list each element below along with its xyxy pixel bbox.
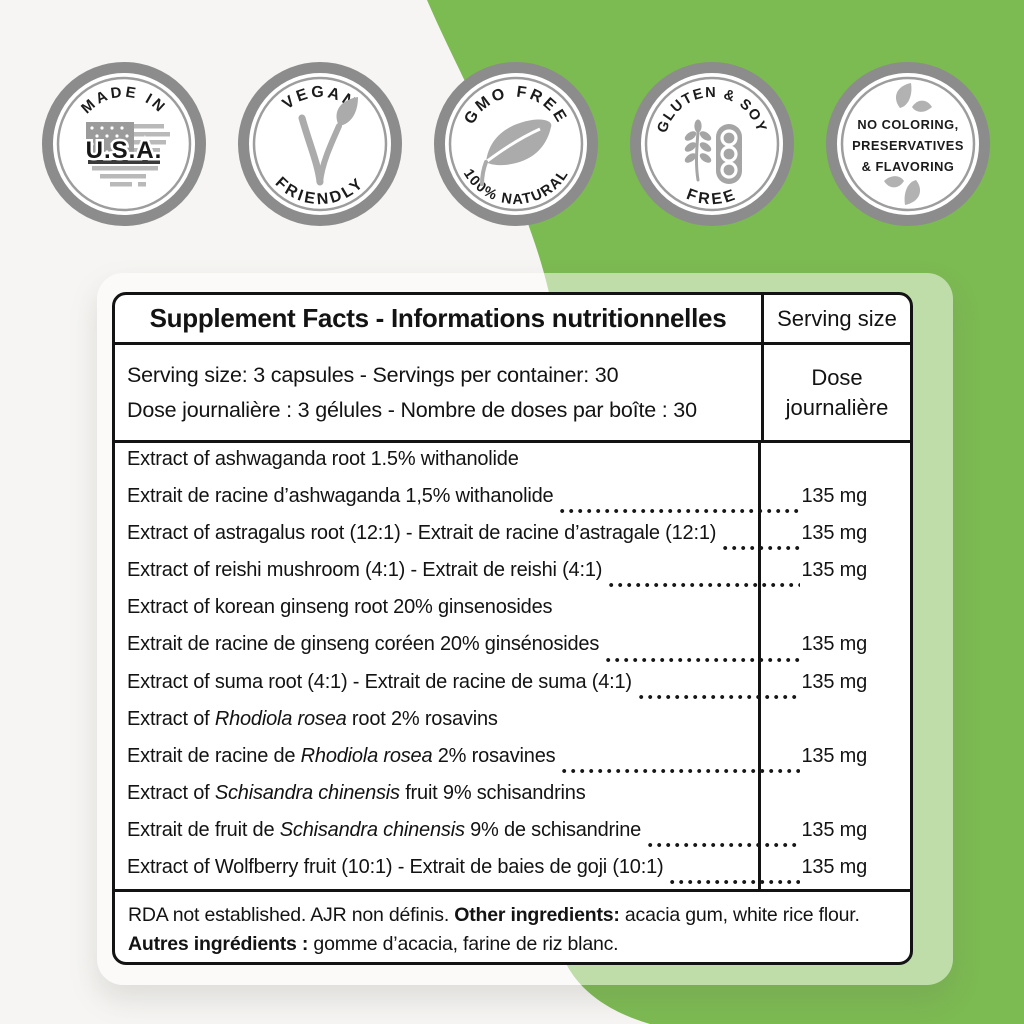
table-row: Extract of suma root (4:1) - Extrait de … xyxy=(127,671,910,708)
serving-info-row: Serving size: 3 capsules - Servings per … xyxy=(115,345,910,443)
dot-leader xyxy=(609,581,801,590)
ingredient-text: Extract of ashwaganda root 1.5% withanol… xyxy=(127,448,519,470)
amount-value: 135 mg xyxy=(801,522,867,545)
amount-value: 135 mg xyxy=(801,633,867,656)
badge-inner-ring xyxy=(56,76,192,212)
soy-pod-icon xyxy=(716,124,742,184)
dose-column-header: Dose journalière xyxy=(761,345,910,440)
leaves-top-icon xyxy=(895,83,932,112)
ingredient-text: Extract of Wolfberry fruit (10:1) - Extr… xyxy=(127,856,664,879)
badge-line-2: PRESERVATIVES xyxy=(852,138,964,153)
footnote-line: Autres ingrédients : gomme d’acacia, far… xyxy=(128,933,619,955)
usa-map-icon xyxy=(86,122,170,187)
table-row: Extrait de racine de ginseng coréen 20% … xyxy=(127,633,910,670)
ingredient-text: Extract of astragalus root (12:1) - Extr… xyxy=(127,522,717,545)
ingredient-rows: Extract of ashwaganda root 1.5% withanol… xyxy=(115,443,910,892)
ingredient-text: Extract of Rhodiola rosea root 2% rosavi… xyxy=(127,707,498,730)
ingredient-text: Extract of Schisandra chinensis fruit 9%… xyxy=(127,781,586,804)
dot-leader xyxy=(670,878,801,887)
ingredient-text: Extrait de fruit de Schisandra chinensis… xyxy=(127,818,642,841)
dot-leader xyxy=(638,692,801,701)
supplement-facts-table: Supplement Facts - Informations nutritio… xyxy=(112,292,913,965)
amount-value: 135 mg xyxy=(801,856,867,879)
table-row: Extrait de racine de Rhodiola rosea 2% r… xyxy=(127,745,910,782)
dot-leader xyxy=(562,766,801,775)
badge-line-3: & FLAVORING xyxy=(862,159,955,174)
serving-size-column-header: Serving size xyxy=(761,295,910,342)
dot-leader xyxy=(560,507,801,516)
badge-vegan-friendly: VEGAN FRIENDLY xyxy=(238,62,402,226)
table-row: Extract of Wolfberry fruit (10:1) - Extr… xyxy=(127,856,910,893)
svg-text:FREE: FREE xyxy=(684,186,740,208)
table-header-row: Supplement Facts - Informations nutritio… xyxy=(115,295,910,345)
table-title: Supplement Facts - Informations nutritio… xyxy=(149,303,727,333)
table-footnote: RDA not established. AJR non définis. Ot… xyxy=(115,892,910,959)
ingredient-text: Extrait de racine de Rhodiola rosea 2% r… xyxy=(127,744,556,767)
amount-value: 135 mg xyxy=(801,559,867,582)
ingredient-text: Extract of suma root (4:1) - Extrait de … xyxy=(127,670,632,693)
badge-bottom-text: FREE xyxy=(684,186,737,208)
leaves-bottom-icon xyxy=(884,176,921,205)
table-row: Extract of reishi mushroom (4:1) - Extra… xyxy=(127,559,910,596)
amount-value: 135 mg xyxy=(801,485,867,508)
table-row: Extrait de fruit de Schisandra chinensis… xyxy=(127,819,910,856)
amount-value: 135 mg xyxy=(801,670,867,693)
table-row: Extract of ashwaganda root 1.5% withanol… xyxy=(127,448,910,485)
footnote-line: RDA not established. AJR non définis. Ot… xyxy=(128,904,860,926)
dot-leader xyxy=(606,655,801,664)
ingredient-text: Extract of korean ginseng root 20% ginse… xyxy=(127,596,553,619)
ingredient-text: Extrait de racine d’ashwaganda 1,5% with… xyxy=(127,485,554,508)
badge-gmo-free: GMO FREE 100% NATURAL xyxy=(434,62,598,226)
vegan-sprout-icon xyxy=(298,97,358,186)
leaf-icon xyxy=(480,119,552,186)
badge-row: MADE IN U.S.A. xyxy=(42,62,990,226)
badge-made-in-usa: MADE IN U.S.A. xyxy=(42,62,206,226)
badge-center-text: U.S.A. xyxy=(86,137,163,164)
badge-no-additives: NO COLORING, PRESERVATIVES & FLAVORING xyxy=(826,62,990,226)
column-divider xyxy=(758,443,761,889)
amount-value: 135 mg xyxy=(801,744,867,767)
badge-gluten-soy-free: GLUTEN & SOY FREE xyxy=(630,62,794,226)
serving-info: Serving size: 3 capsules - Servings per … xyxy=(115,345,761,440)
table-row: Extract of Rhodiola rosea root 2% rosavi… xyxy=(127,708,910,745)
badge-line-1: NO COLORING, xyxy=(857,117,958,132)
label-card: Supplement Facts - Informations nutritio… xyxy=(97,273,953,985)
serving-size-line-en: Serving size: 3 capsules - Servings per … xyxy=(127,362,619,387)
ingredient-text: Extract of reishi mushroom (4:1) - Extra… xyxy=(127,559,603,582)
table-row: Extract of astragalus root (12:1) - Extr… xyxy=(127,522,910,559)
wheat-icon xyxy=(684,119,712,182)
amount-value: 135 mg xyxy=(801,818,867,841)
table-row: Extract of korean ginseng root 20% ginse… xyxy=(127,596,910,633)
serving-size-line-fr: Dose journalière : 3 gélules - Nombre de… xyxy=(127,397,697,422)
table-row: Extract of Schisandra chinensis fruit 9%… xyxy=(127,782,910,819)
dot-leader xyxy=(723,544,801,553)
table-row: Extrait de racine d’ashwaganda 1,5% with… xyxy=(127,485,910,522)
dot-leader xyxy=(648,841,801,850)
ingredient-text: Extrait de racine de ginseng coréen 20% … xyxy=(127,633,600,656)
